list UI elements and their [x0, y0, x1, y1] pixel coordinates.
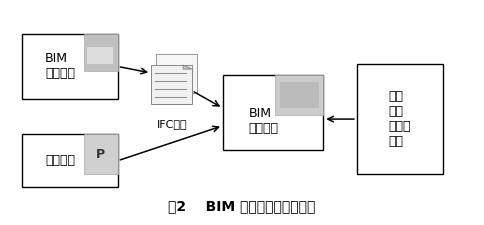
FancyBboxPatch shape [87, 47, 113, 64]
Text: 进度计划: 进度计划 [45, 154, 75, 167]
FancyBboxPatch shape [280, 82, 318, 108]
FancyBboxPatch shape [22, 135, 118, 187]
FancyBboxPatch shape [84, 135, 118, 174]
Text: IFC文件: IFC文件 [157, 119, 188, 129]
FancyBboxPatch shape [275, 75, 323, 115]
Text: 图2    BIM 施工模型的建模方法: 图2 BIM 施工模型的建模方法 [168, 199, 316, 214]
Text: BIM
设计模型: BIM 设计模型 [45, 52, 75, 80]
Text: BIM
施工模型: BIM 施工模型 [248, 107, 278, 135]
FancyBboxPatch shape [84, 34, 118, 71]
FancyBboxPatch shape [151, 65, 192, 104]
FancyBboxPatch shape [223, 75, 323, 150]
Text: P: P [96, 148, 106, 161]
FancyBboxPatch shape [156, 54, 197, 93]
Text: 资源
成本
等施工
信息: 资源 成本 等施工 信息 [389, 90, 411, 148]
FancyBboxPatch shape [357, 64, 443, 174]
FancyBboxPatch shape [22, 34, 118, 99]
Polygon shape [183, 65, 192, 69]
